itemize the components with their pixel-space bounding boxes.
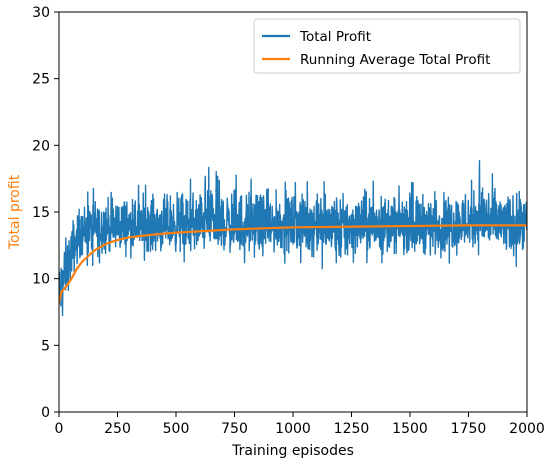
y-tick-label: 10 xyxy=(32,272,50,288)
y-tick-label: 15 xyxy=(32,205,50,221)
y-tick-label: 0 xyxy=(41,405,50,421)
y-tick-label: 20 xyxy=(32,138,50,154)
x-tick-label: 1250 xyxy=(334,421,370,437)
legend: Total Profit Running Average Total Profit xyxy=(253,18,521,74)
x-tick-label: 250 xyxy=(104,421,131,437)
series-running-average xyxy=(59,224,527,303)
x-tick-label: 750 xyxy=(221,421,248,437)
x-tick-label: 1500 xyxy=(392,421,428,437)
y-axis-label: Total profit xyxy=(7,174,23,250)
x-tick-label: 1750 xyxy=(451,421,487,437)
legend-entry-label: Total Profit xyxy=(299,29,371,45)
y-tick-label: 5 xyxy=(41,338,50,354)
y-tick-label: 30 xyxy=(32,5,50,21)
legend-box xyxy=(253,18,521,74)
plot-content xyxy=(59,159,527,317)
x-tick-label: 2000 xyxy=(509,421,545,437)
series-total-profit xyxy=(59,159,527,317)
x-tick-label: 1000 xyxy=(275,421,311,437)
legend-entry-label: Running Average Total Profit xyxy=(300,52,490,68)
axes: 0 250 500 750 1000 1250 1500 1750 2000 0 5 10 15 20 25… xyxy=(7,5,545,459)
x-tick-label: 0 xyxy=(55,421,64,437)
x-tick-label: 500 xyxy=(163,421,190,437)
x-axis-label: Training episodes xyxy=(231,443,354,459)
y-tick-label: 25 xyxy=(32,72,50,88)
